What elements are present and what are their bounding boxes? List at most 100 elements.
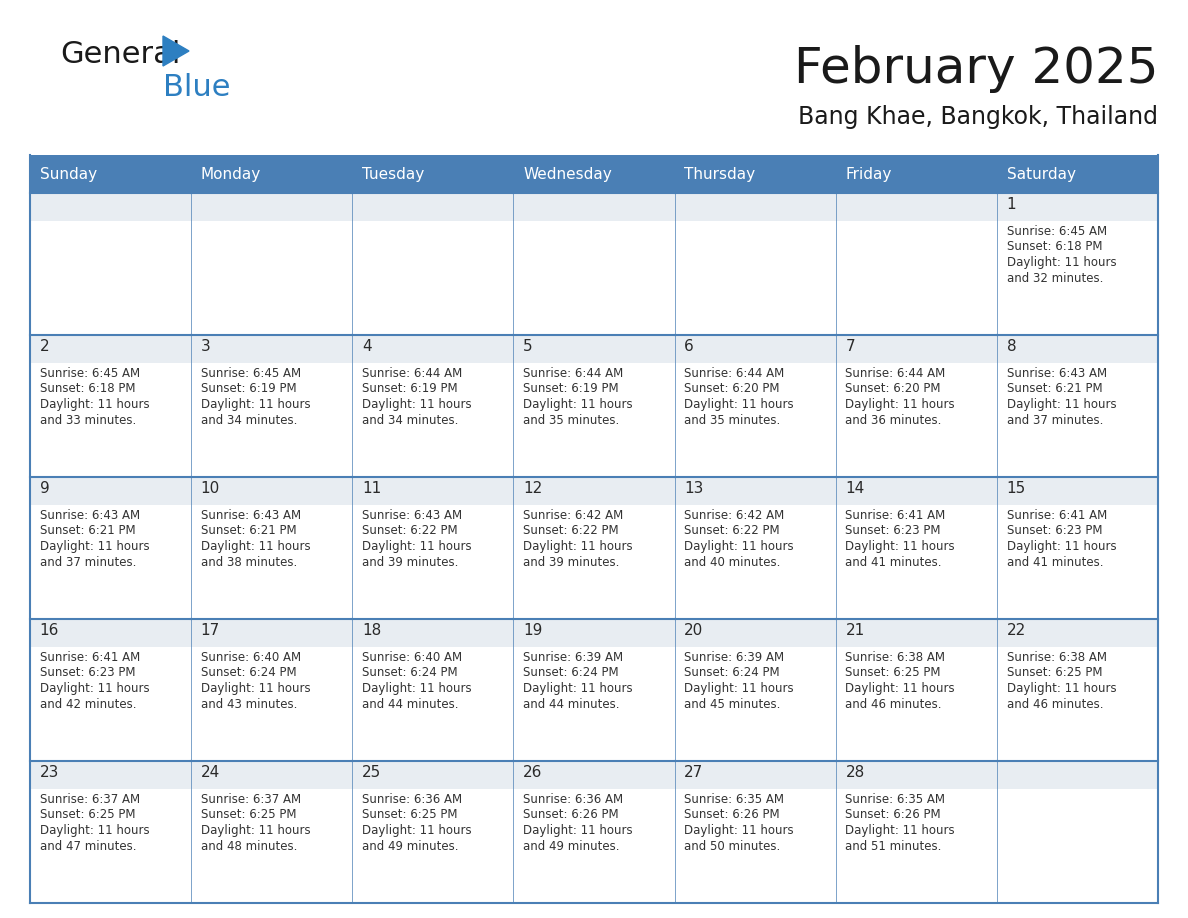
Text: Tuesday: Tuesday [362,166,424,182]
Text: Daylight: 11 hours: Daylight: 11 hours [1006,682,1117,695]
Text: General: General [61,40,181,69]
Text: 21: 21 [846,623,865,638]
Text: Sunrise: 6:44 AM: Sunrise: 6:44 AM [846,367,946,380]
Text: Sunrise: 6:40 AM: Sunrise: 6:40 AM [362,651,462,664]
Text: Sunrise: 6:43 AM: Sunrise: 6:43 AM [201,509,301,522]
Bar [30,477,191,505]
Text: and 37 minutes.: and 37 minutes. [1006,413,1102,427]
Text: Daylight: 11 hours: Daylight: 11 hours [362,398,472,411]
Text: Sunset: 6:22 PM: Sunset: 6:22 PM [362,524,457,538]
Text: 1: 1 [1006,197,1016,212]
Bar [835,477,997,505]
Bar [835,619,997,761]
Bar [835,335,997,363]
Text: Daylight: 11 hours: Daylight: 11 hours [201,398,310,411]
Bar [513,761,675,903]
Text: Sunset: 6:25 PM: Sunset: 6:25 PM [362,809,457,822]
Text: Sunrise: 6:42 AM: Sunrise: 6:42 AM [523,509,624,522]
Bar [30,761,191,789]
Text: 24: 24 [201,765,220,780]
Text: and 39 minutes.: and 39 minutes. [362,555,459,568]
Text: Sunrise: 6:45 AM: Sunrise: 6:45 AM [1006,225,1107,238]
Text: Blue: Blue [163,73,230,102]
Text: and 44 minutes.: and 44 minutes. [523,698,620,711]
Bar [675,761,835,903]
Bar [675,335,835,363]
Text: Sunrise: 6:38 AM: Sunrise: 6:38 AM [1006,651,1106,664]
Bar [675,193,835,335]
Bar [30,335,191,363]
Text: Sunrise: 6:38 AM: Sunrise: 6:38 AM [846,651,946,664]
Text: 20: 20 [684,623,703,638]
Text: and 35 minutes.: and 35 minutes. [684,413,781,427]
Text: and 41 minutes.: and 41 minutes. [1006,555,1102,568]
Bar [997,155,1158,193]
Bar [353,193,513,335]
Bar [353,477,513,619]
Text: Sunset: 6:23 PM: Sunset: 6:23 PM [846,524,941,538]
Text: and 46 minutes.: and 46 minutes. [1006,698,1102,711]
Bar [30,619,191,761]
Text: Daylight: 11 hours: Daylight: 11 hours [362,682,472,695]
Bar [997,193,1158,221]
Text: Daylight: 11 hours: Daylight: 11 hours [684,824,794,837]
Text: Sunset: 6:25 PM: Sunset: 6:25 PM [201,809,296,822]
Bar [997,335,1158,363]
Bar [675,335,835,477]
Text: Daylight: 11 hours: Daylight: 11 hours [1006,256,1117,269]
Bar [353,155,513,193]
Text: and 49 minutes.: and 49 minutes. [523,839,620,853]
Text: Daylight: 11 hours: Daylight: 11 hours [846,824,955,837]
Text: and 43 minutes.: and 43 minutes. [201,698,297,711]
Text: Sunrise: 6:37 AM: Sunrise: 6:37 AM [39,793,140,806]
Text: 25: 25 [362,765,381,780]
Bar [513,193,675,221]
Text: Sunrise: 6:44 AM: Sunrise: 6:44 AM [523,367,624,380]
Text: Sunset: 6:21 PM: Sunset: 6:21 PM [201,524,297,538]
Bar [513,155,675,193]
Bar [353,761,513,789]
Text: Sunrise: 6:43 AM: Sunrise: 6:43 AM [1006,367,1107,380]
Text: Daylight: 11 hours: Daylight: 11 hours [362,824,472,837]
Bar [353,335,513,477]
Text: 27: 27 [684,765,703,780]
Text: Sunrise: 6:37 AM: Sunrise: 6:37 AM [201,793,301,806]
Text: 14: 14 [846,481,865,496]
Text: Sunrise: 6:41 AM: Sunrise: 6:41 AM [846,509,946,522]
Text: 23: 23 [39,765,59,780]
Text: and 33 minutes.: and 33 minutes. [39,413,135,427]
Text: and 45 minutes.: and 45 minutes. [684,698,781,711]
Text: Sunrise: 6:39 AM: Sunrise: 6:39 AM [684,651,784,664]
Text: 15: 15 [1006,481,1025,496]
Text: Sunday: Sunday [39,166,96,182]
Text: 26: 26 [523,765,543,780]
Text: Sunrise: 6:41 AM: Sunrise: 6:41 AM [1006,509,1107,522]
Text: Daylight: 11 hours: Daylight: 11 hours [523,682,633,695]
Bar [353,619,513,761]
Bar [675,193,835,221]
Bar [353,619,513,647]
Bar [191,193,353,221]
Bar [997,761,1158,789]
Bar [835,155,997,193]
Text: Thursday: Thursday [684,166,756,182]
Text: Sunset: 6:26 PM: Sunset: 6:26 PM [684,809,779,822]
Text: and 42 minutes.: and 42 minutes. [39,698,137,711]
Text: Sunset: 6:23 PM: Sunset: 6:23 PM [1006,524,1102,538]
Text: Sunrise: 6:45 AM: Sunrise: 6:45 AM [39,367,140,380]
Text: Daylight: 11 hours: Daylight: 11 hours [39,824,150,837]
Bar [353,335,513,363]
Bar [30,477,191,619]
Bar [835,477,997,619]
Text: 6: 6 [684,339,694,354]
Text: Daylight: 11 hours: Daylight: 11 hours [1006,398,1117,411]
Text: and 41 minutes.: and 41 minutes. [846,555,942,568]
Bar [675,477,835,505]
Text: 19: 19 [523,623,543,638]
Bar [835,619,997,647]
Text: Monday: Monday [201,166,261,182]
Bar [997,761,1158,903]
Bar [997,477,1158,619]
Text: and 46 minutes.: and 46 minutes. [846,698,942,711]
Text: Sunrise: 6:44 AM: Sunrise: 6:44 AM [362,367,462,380]
